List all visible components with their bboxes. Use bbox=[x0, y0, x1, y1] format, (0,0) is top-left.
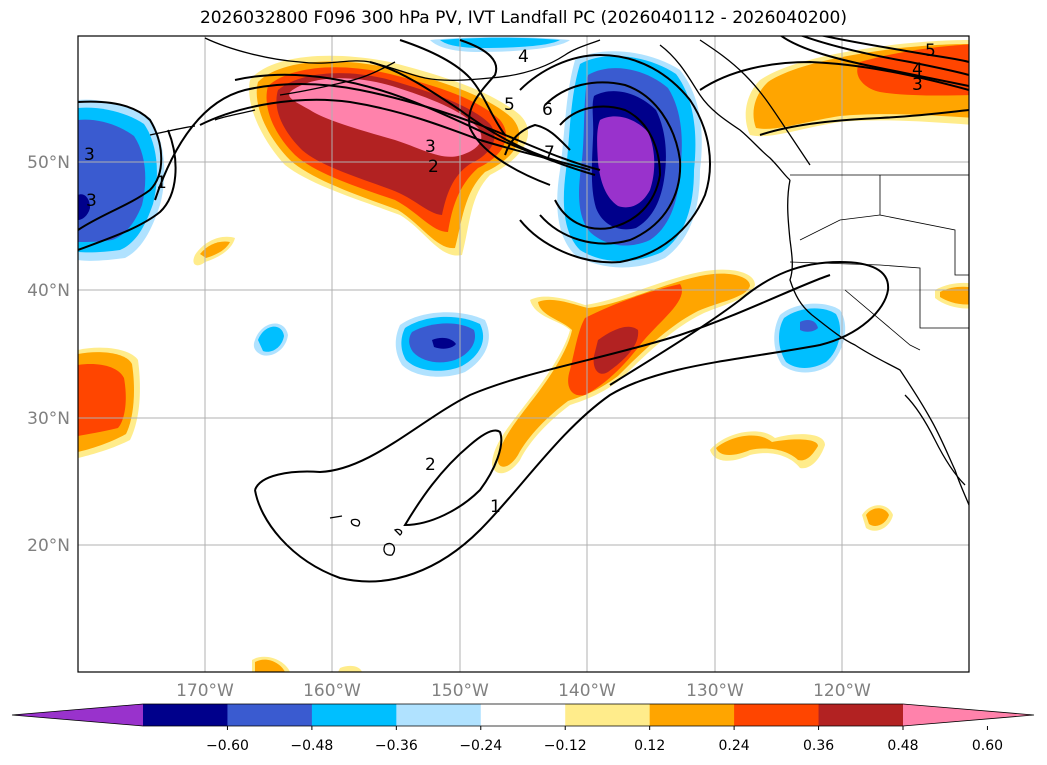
lon-label: 120°W bbox=[813, 681, 871, 701]
lat-label: 30°N bbox=[27, 409, 70, 429]
lon-label: 140°W bbox=[558, 681, 616, 701]
political-borders bbox=[789, 174, 969, 351]
map-area: 3 3 4 5 4 3 2 3 5 6 7 1 2 1 bbox=[78, 36, 969, 672]
latitude-labels: 50°N 40°N 30°N 20°N bbox=[27, 153, 70, 556]
contour-label: 4 bbox=[912, 60, 923, 80]
contour-label: 7 bbox=[544, 143, 555, 163]
contour-label: 5 bbox=[925, 41, 936, 61]
contour-label: 2 bbox=[428, 157, 439, 177]
longitude-labels: 170°W 160°W 150°W 140°W 130°W 120°W bbox=[176, 681, 871, 701]
colorbar-tick-label: −0.48 bbox=[290, 738, 333, 754]
graticule bbox=[78, 36, 969, 672]
coastlines bbox=[149, 37, 969, 556]
colorbar-swatch bbox=[311, 704, 397, 726]
pv-negative-central-pacific bbox=[395, 312, 489, 377]
colorbar-tick-label: 0.60 bbox=[972, 738, 1003, 754]
pv-negative-california-coast bbox=[774, 303, 846, 373]
lat-label: 40°N bbox=[27, 281, 70, 301]
contour-label: 6 bbox=[542, 100, 553, 120]
contour-label: 5 bbox=[504, 95, 515, 115]
colorbar: −0.60 −0.48 −0.36 −0.24 −0.12 0.12 0.24 0.36 0.4… bbox=[11, 703, 1035, 754]
pv-positive-gulf-alaska bbox=[249, 55, 529, 256]
colorbar-tick-label: −0.12 bbox=[544, 738, 587, 754]
ivt-contours bbox=[78, 36, 969, 583]
map-frame bbox=[77, 35, 970, 673]
contour-label: 3 bbox=[86, 191, 97, 211]
map-title: 2026032800 F096 300 hPa PV, IVT Landfall… bbox=[199, 8, 847, 28]
lon-label: 150°W bbox=[431, 681, 489, 701]
contour-label: 2 bbox=[425, 455, 436, 475]
pv-positive-british-columbia bbox=[745, 40, 969, 137]
lon-label: 170°W bbox=[176, 681, 234, 701]
colorbar-tick-label: −0.60 bbox=[206, 738, 249, 754]
pv-positive-subtropical-band bbox=[492, 269, 755, 474]
colorbar-swatch bbox=[396, 704, 482, 726]
pv-negative-pacific-nw bbox=[557, 51, 702, 268]
lat-label: 20°N bbox=[27, 536, 70, 556]
lon-label: 130°W bbox=[686, 681, 744, 701]
colorbar-tick-label: 0.36 bbox=[803, 738, 834, 754]
lat-label: 50°N bbox=[27, 153, 70, 173]
colorbar-tick-label: 0.48 bbox=[887, 738, 918, 754]
pv-negative-west-edge bbox=[78, 99, 165, 261]
colorbar-swatch bbox=[143, 704, 228, 726]
colorbar-tick-label: 0.12 bbox=[634, 738, 665, 754]
colorbar-swatch bbox=[734, 704, 820, 726]
colorbar-tick-label: −0.36 bbox=[375, 738, 418, 754]
colorbar-swatch bbox=[649, 704, 735, 726]
contour-label: 1 bbox=[490, 497, 501, 517]
contour-label: 1 bbox=[156, 173, 167, 193]
colorbar-swatch bbox=[565, 704, 651, 726]
pv-positive-small-blobs bbox=[193, 236, 969, 672]
contour-label: 3 bbox=[912, 75, 923, 95]
ivt-contour-labels: 3 3 4 5 4 3 2 3 5 6 7 1 2 1 bbox=[84, 41, 936, 517]
lon-label: 160°W bbox=[303, 681, 361, 701]
colorbar-swatch bbox=[480, 704, 566, 726]
contour-label: 4 bbox=[518, 47, 529, 67]
colorbar-tick-label: 0.24 bbox=[719, 738, 750, 754]
colorbar-outline bbox=[11, 703, 1035, 727]
colorbar-swatch bbox=[818, 704, 904, 726]
colorbar-swatch bbox=[227, 704, 313, 726]
colorbar-tick-label: −0.24 bbox=[459, 738, 502, 754]
colorbar-extend-high bbox=[903, 704, 1034, 726]
contour-label: 3 bbox=[84, 145, 95, 165]
contour-label: 3 bbox=[425, 137, 436, 157]
colorbar-extend-low bbox=[12, 704, 143, 726]
